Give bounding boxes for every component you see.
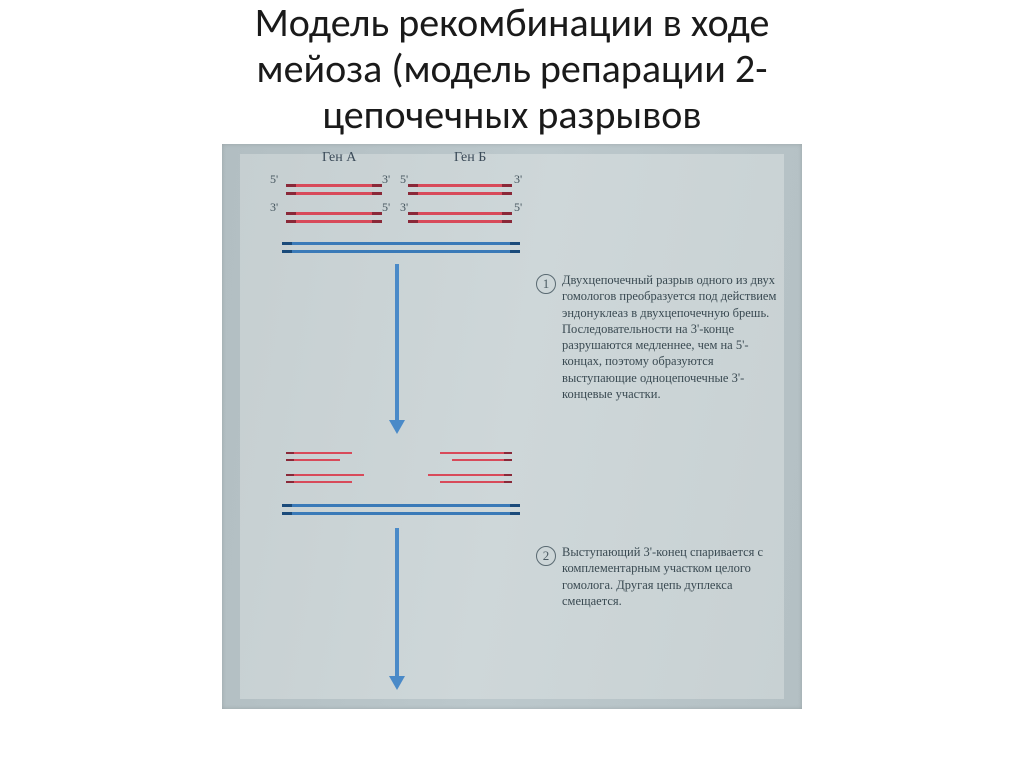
- slide: Модель рекомбинации в ходе мейоза (модел…: [0, 0, 1024, 767]
- red-strand: [286, 459, 340, 461]
- red-strand: [286, 452, 352, 454]
- blue-strand-end: [282, 504, 292, 507]
- red-strand: [286, 474, 364, 476]
- red-strand: [440, 481, 512, 483]
- red-strand: [428, 474, 512, 476]
- prime-5: 5': [400, 172, 408, 187]
- blue-strand-end: [510, 504, 520, 507]
- red-strand: [286, 212, 382, 215]
- arrow-down-1: [395, 264, 399, 422]
- red-strand-end: [502, 220, 512, 223]
- blue-strand: [282, 504, 520, 507]
- red-strand-end: [286, 459, 294, 461]
- red-strand-end: [408, 212, 418, 215]
- red-strand-end: [372, 184, 382, 187]
- step-1-text: Двухцепочечный разрыв одного из двух гом…: [562, 272, 777, 402]
- red-strand: [452, 459, 512, 461]
- red-strand-end: [504, 474, 512, 476]
- red-strand-end: [286, 220, 296, 223]
- red-strand: [440, 452, 512, 454]
- red-strand-end: [286, 212, 296, 215]
- blue-strand-end: [282, 250, 292, 253]
- red-strand-end: [286, 474, 294, 476]
- arrow-head-icon: [389, 676, 405, 690]
- blue-strand-end: [510, 242, 520, 245]
- red-strand-end: [504, 481, 512, 483]
- step-2-number: 2: [536, 546, 556, 566]
- blue-strand: [282, 512, 520, 515]
- step-1-number: 1: [536, 274, 556, 294]
- red-strand-end: [286, 452, 294, 454]
- red-strand: [408, 184, 512, 187]
- blue-strand-end: [510, 512, 520, 515]
- prime-3: 3': [514, 172, 522, 187]
- red-strand: [408, 192, 512, 195]
- blue-strand-end: [282, 242, 292, 245]
- red-strand-end: [408, 192, 418, 195]
- prime-3: 3': [400, 200, 408, 215]
- blue-strand-end: [282, 512, 292, 515]
- blue-strand: [282, 242, 520, 245]
- gene-a-label: Ген А: [322, 150, 356, 166]
- red-strand-end: [372, 212, 382, 215]
- step-number-label: 1: [543, 276, 550, 292]
- red-strand-end: [372, 220, 382, 223]
- gene-b-label: Ген Б: [454, 150, 486, 166]
- title-line-3: цепочечных разрывов: [322, 90, 701, 139]
- blue-strand: [282, 250, 520, 253]
- red-strand-end: [286, 184, 296, 187]
- red-strand-end: [408, 184, 418, 187]
- red-strand-end: [504, 452, 512, 454]
- red-strand: [286, 184, 382, 187]
- red-strand-end: [408, 220, 418, 223]
- red-strand: [408, 220, 512, 223]
- diagram-inner: Ген А Ген Б 5' 3' 5' 3' 3' 5' 3' 5': [240, 154, 784, 699]
- prime-5: 5': [270, 172, 278, 187]
- arrow-head-icon: [389, 420, 405, 434]
- red-strand-end: [372, 192, 382, 195]
- red-strand-end: [502, 184, 512, 187]
- red-strand: [286, 220, 382, 223]
- arrow-shaft: [395, 264, 399, 422]
- step-number-label: 2: [543, 548, 550, 564]
- red-strand-end: [286, 192, 296, 195]
- diagram-figure: Ген А Ген Б 5' 3' 5' 3' 3' 5' 3' 5': [222, 144, 802, 709]
- slide-title: Модель рекомбинации в ходе мейоза (модел…: [225, 0, 800, 138]
- prime-3: 3': [382, 172, 390, 187]
- red-strand-end: [502, 212, 512, 215]
- title-line-1: Модель рекомбинации в ходе: [255, 0, 770, 47]
- prime-5: 5': [382, 200, 390, 215]
- red-strand-end: [286, 481, 294, 483]
- step-2-text: Выступающий 3'-конец спаривается с компл…: [562, 544, 777, 609]
- arrow-shaft: [395, 528, 399, 678]
- prime-3: 3': [270, 200, 278, 215]
- red-strand: [286, 481, 352, 483]
- blue-strand-end: [510, 250, 520, 253]
- arrow-down-2: [395, 528, 399, 678]
- red-strand: [286, 192, 382, 195]
- prime-5: 5': [514, 200, 522, 215]
- red-strand-end: [504, 459, 512, 461]
- red-strand: [408, 212, 512, 215]
- red-strand-end: [502, 192, 512, 195]
- title-line-2: мейоза (модель репарации 2-: [257, 44, 768, 93]
